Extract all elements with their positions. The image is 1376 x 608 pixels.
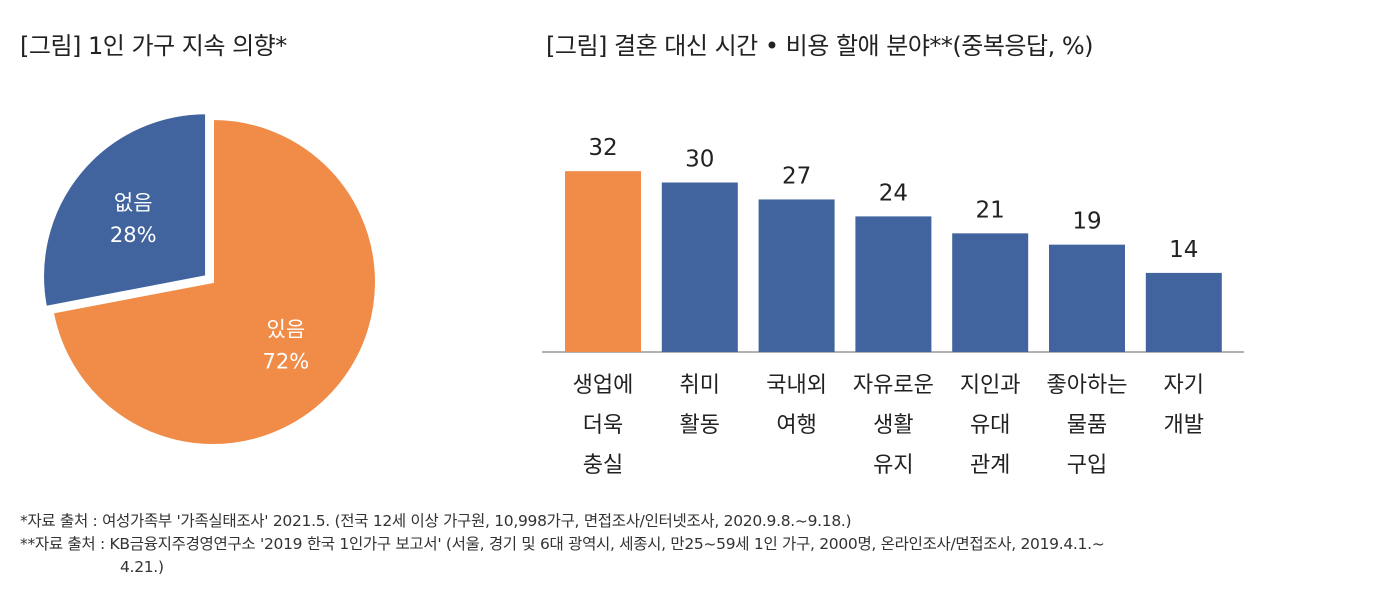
bar-category-label-line: 관계 <box>969 453 1011 478</box>
pie-slice-yes <box>51 117 377 446</box>
bar-value-label: 19 <box>1072 209 1101 235</box>
bar-category-label-line: 자기 <box>1163 373 1205 398</box>
bar-4 <box>952 233 1029 352</box>
bar-value-label: 30 <box>685 147 714 173</box>
pie-slice-label: 없음 <box>114 191 153 215</box>
bar-category-label-line: 충실 <box>582 453 624 478</box>
bar-category-label-line: 지인과 <box>959 373 1021 398</box>
bar-value-label: 14 <box>1169 237 1198 263</box>
pie-slice-value: 72% <box>263 349 310 373</box>
bar-0 <box>565 171 641 352</box>
bar-category-label-line: 구입 <box>1066 453 1108 478</box>
bar-category-label-line: 개발 <box>1163 413 1205 438</box>
pie-slice-no <box>42 112 208 308</box>
source-notes: *자료 출처 : 여성가족부 '가족실태조사' 2021.5. (전국 12세 … <box>20 510 1360 579</box>
source-note-2-continued: 4.21.) <box>120 558 164 576</box>
bar-value-label: 21 <box>976 197 1005 223</box>
pie-slice-label: 있음 <box>267 317 306 341</box>
bar-2 <box>758 199 835 352</box>
source-note-1: *자료 출처 : 여성가족부 '가족실태조사' 2021.5. (전국 12세 … <box>20 512 852 530</box>
bar-category-label-line: 활동 <box>679 413 721 438</box>
source-note-2: **자료 출처 : KB금융지주경영연구소 '2019 한국 1인가구 보고서'… <box>20 535 1105 553</box>
bar-category-label-line: 유대 <box>969 413 1011 438</box>
bar-value-label: 32 <box>588 135 617 161</box>
bar-category-label-line: 자유로운 <box>852 373 934 398</box>
pie-chart-title: [그림] 1인 가구 지속 의향* <box>20 32 287 60</box>
bar-1 <box>661 182 738 352</box>
bar-value-label: 24 <box>879 180 908 206</box>
bar-category-label-line: 국내외 <box>766 373 827 398</box>
pie-slice-value: 28% <box>110 223 157 247</box>
bar-category-label-line: 유지 <box>873 453 914 478</box>
bar-category-label-line: 취미 <box>679 373 721 398</box>
bar-5 <box>1049 244 1125 352</box>
bar-category-label-line: 생활 <box>873 413 914 438</box>
bar-chart-title: [그림] 결혼 대신 시간 • 비용 할애 분야**(중복응답, %) <box>546 32 1094 60</box>
bar-category-label-line: 좋아하는 <box>1046 373 1128 398</box>
bar-category-label-line: 생업에 <box>572 373 634 398</box>
bar-category-label-line: 여행 <box>776 413 817 438</box>
bar-value-label: 27 <box>782 163 811 189</box>
bar-category-label-line: 더욱 <box>582 413 624 438</box>
bar-3 <box>855 216 932 352</box>
bar-6 <box>1145 272 1222 352</box>
bar-category-label-line: 물품 <box>1066 413 1108 438</box>
